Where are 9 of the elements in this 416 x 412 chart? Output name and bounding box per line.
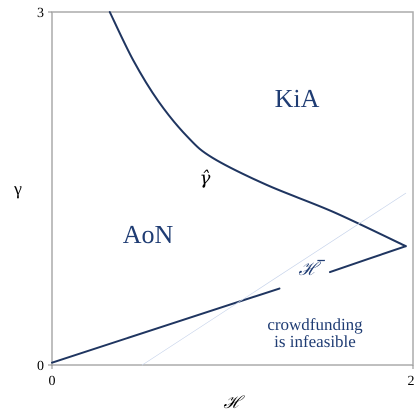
annotation: γ̂ bbox=[200, 168, 211, 189]
y-tick-label: 3 bbox=[37, 6, 44, 21]
annotation: AoN bbox=[122, 220, 174, 249]
x-tick-label: 2 bbox=[408, 374, 414, 389]
annotation: ℋ̅ bbox=[298, 259, 326, 279]
y-axis-title: γ bbox=[13, 178, 22, 198]
annotation: crowdfunding is infeasible bbox=[267, 315, 364, 351]
x-axis-title: ℋ bbox=[224, 393, 246, 412]
annotation: KiA bbox=[274, 84, 320, 113]
